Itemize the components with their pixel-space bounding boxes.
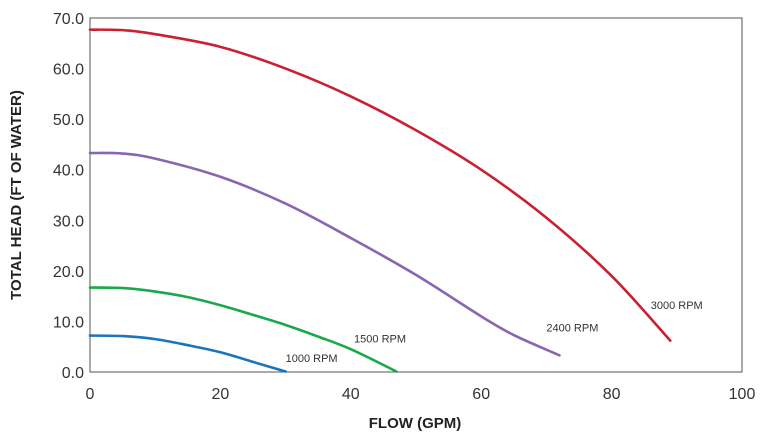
y-tick-label: 10.0 bbox=[53, 314, 84, 331]
y-tick-label: 40.0 bbox=[53, 163, 84, 180]
x-tick-label: 80 bbox=[603, 386, 621, 403]
series-line-1500-rpm bbox=[88, 286, 398, 373]
series-line-3000-rpm bbox=[88, 28, 672, 342]
series-label-1000-rpm: 1000 RPM bbox=[286, 353, 338, 365]
x-tick-label: 40 bbox=[342, 386, 360, 403]
series-line-2400-rpm bbox=[88, 151, 561, 357]
x-axis-title: FLOW (GPM) bbox=[369, 415, 461, 432]
y-tick-label: 70.0 bbox=[53, 11, 84, 28]
y-tick-label: 0.0 bbox=[62, 365, 84, 382]
x-tick-label: 0 bbox=[86, 386, 95, 403]
series-label-3000-rpm: 3000 RPM bbox=[651, 300, 703, 312]
y-tick-label: 30.0 bbox=[53, 213, 84, 230]
series-lines bbox=[88, 28, 672, 373]
y-axis-title: TOTAL HEAD (FT OF WATER) bbox=[8, 90, 25, 300]
y-tick-label: 50.0 bbox=[53, 112, 84, 129]
series-label-1500-rpm: 1500 RPM bbox=[354, 334, 406, 346]
x-tick-label: 20 bbox=[212, 386, 230, 403]
x-axis-ticks: 0 20 40 60 80 100 bbox=[86, 386, 756, 403]
x-tick-label: 100 bbox=[729, 386, 756, 403]
plot-border bbox=[89, 17, 743, 373]
y-tick-label: 20.0 bbox=[53, 264, 84, 281]
plot-frame bbox=[89, 17, 743, 373]
x-tick-label: 60 bbox=[472, 386, 490, 403]
y-axis-ticks: 0.0 10.0 20.0 30.0 40.0 50.0 60.0 70.0 bbox=[53, 11, 84, 382]
series-label-2400-rpm: 2400 RPM bbox=[546, 323, 598, 335]
series-line-1000-rpm bbox=[88, 334, 287, 373]
y-tick-label: 60.0 bbox=[53, 62, 84, 79]
series-labels: 1000 RPM 1500 RPM 2400 RPM 3000 RPM bbox=[286, 300, 703, 365]
